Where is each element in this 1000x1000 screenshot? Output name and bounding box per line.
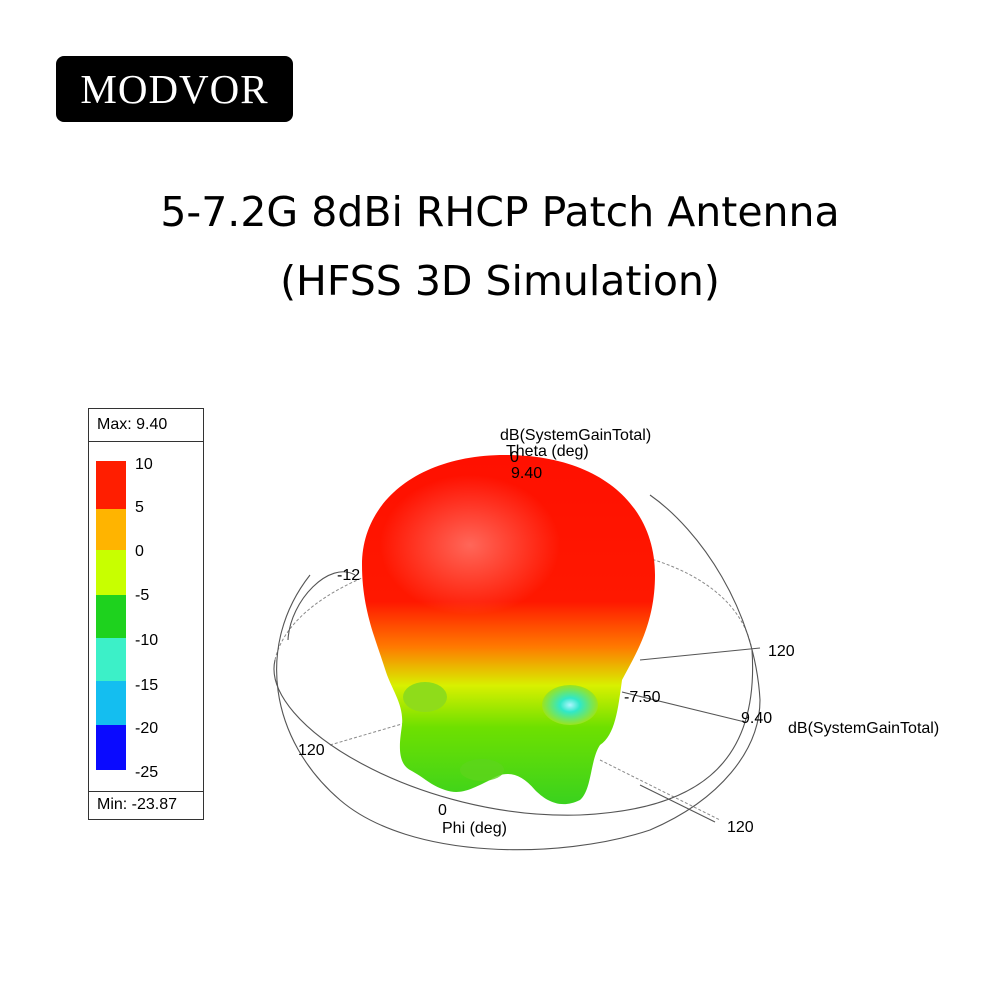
- gain-pattern-surface: [362, 455, 655, 805]
- brand-logo: MODVOR: [56, 56, 293, 122]
- legend-min-label: Min: -23.87: [89, 791, 203, 819]
- tick-120-right-upper: 120: [768, 643, 795, 660]
- left-value-label: -12: [337, 567, 360, 584]
- legend-tick-minus-15: -15: [135, 677, 159, 694]
- legend-swatch-7: [96, 725, 126, 770]
- tick-120-left: 120: [298, 742, 325, 759]
- color-scale-legend: Max: 9.40 10 5 0 -5 -10 -15 -20 -25 Min:…: [88, 408, 204, 820]
- plot-labels: dB(SystemGainTotal) Theta (deg) 0 9.40 -…: [298, 427, 939, 837]
- axis-back-diagonal: [599, 759, 721, 821]
- legend-tick-0: 0: [135, 543, 144, 560]
- phi-zero-label: 0: [438, 802, 447, 819]
- tick-120-right-lower: 120: [727, 819, 754, 836]
- legend-swatch-2: [96, 509, 126, 550]
- legend-tick-minus-5: -5: [135, 587, 150, 604]
- quantity-label-top: dB(SystemGainTotal): [500, 427, 651, 444]
- axis-phi-right: [639, 647, 761, 661]
- phi-axis-label: Phi (deg): [442, 820, 507, 837]
- legend-swatch-4: [96, 595, 126, 638]
- right-value-label: 9.40: [741, 710, 772, 727]
- front-arc-meridian: [276, 494, 761, 851]
- front-ellipse-horizontal: [273, 649, 754, 816]
- lobe-highlight: [380, 475, 560, 615]
- null-hole-left: [403, 682, 447, 712]
- mid-value-label: -7.50: [624, 689, 661, 706]
- page-title-line-2: (HFSS 3D Simulation): [280, 257, 720, 305]
- quantity-label-right: dB(SystemGainTotal): [788, 720, 939, 737]
- legend-swatch-3: [96, 550, 126, 595]
- top-value-label: 9.40: [511, 465, 542, 482]
- legend-tick-10: 10: [135, 456, 153, 473]
- legend-tick-minus-10: -10: [135, 632, 159, 649]
- page-title-line-1: 5-7.2G 8dBi RHCP Patch Antenna: [160, 188, 840, 236]
- theta-axis-label: Theta (deg): [506, 443, 589, 460]
- null-hole-right: [542, 685, 598, 725]
- legend-swatch-5: [96, 638, 126, 681]
- legend-tick-minus-20: -20: [135, 720, 159, 737]
- wireframe-front: [273, 494, 761, 851]
- legend-tick-5: 5: [135, 499, 144, 516]
- legend-swatch-1: [96, 461, 126, 509]
- meridian-circle-upper: [287, 571, 356, 641]
- axis-theta-right: [621, 691, 746, 723]
- axis-phi-lower: [639, 784, 716, 823]
- legend-tick-minus-25: -25: [135, 764, 159, 781]
- null-hole-lower: [460, 759, 504, 781]
- legend-max-label: Max: 9.40: [89, 409, 203, 442]
- theta-zero-label: 0: [510, 449, 519, 466]
- legend-swatch-6: [96, 681, 126, 725]
- brand-logo-text: MODVOR: [80, 66, 269, 112]
